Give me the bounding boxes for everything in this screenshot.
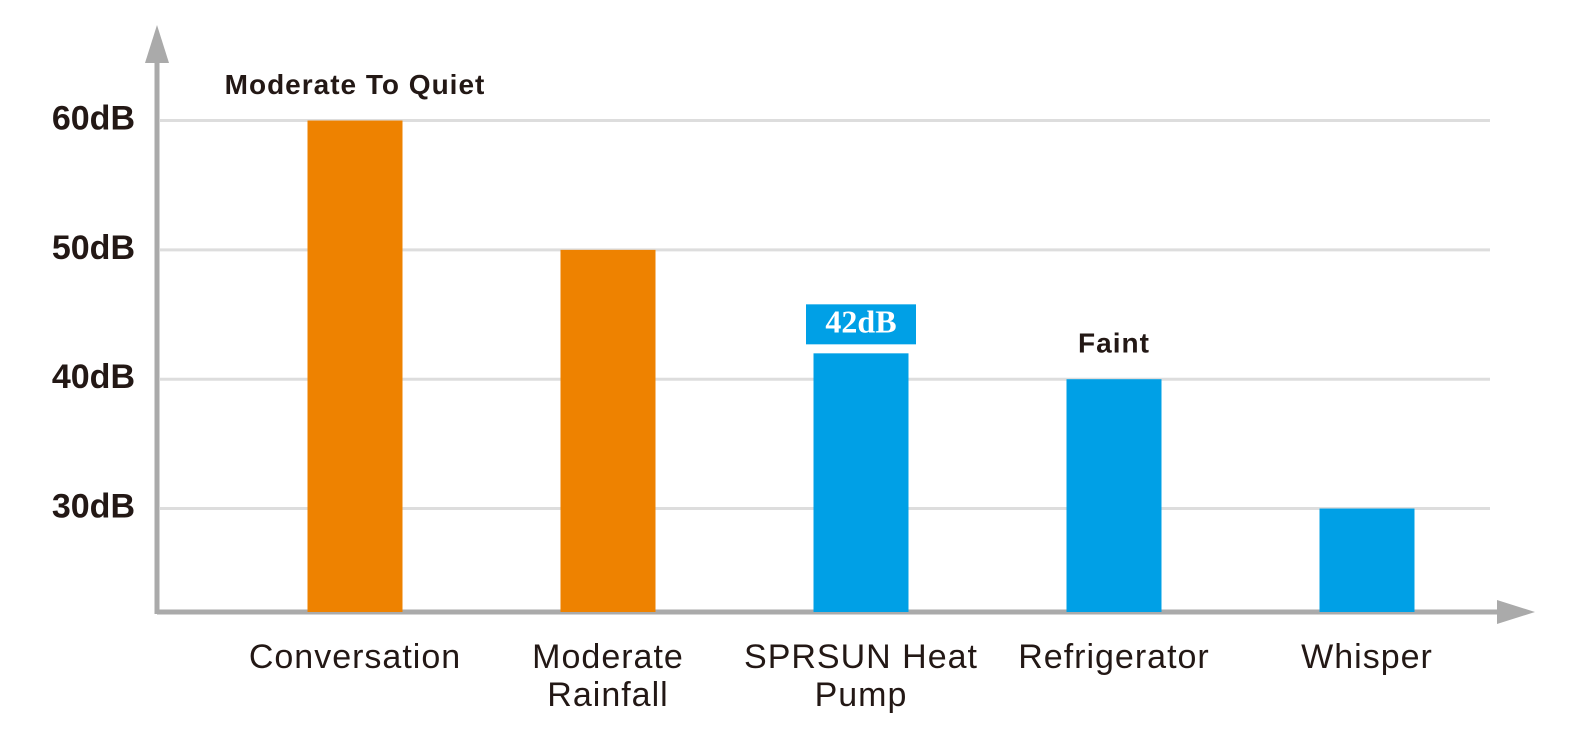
y-tick-label: 40dB: [52, 358, 135, 396]
x-tick-label: Conversation: [248, 638, 462, 676]
x-tick-label: SPRSUN Heat Pump: [744, 638, 978, 714]
bar: [560, 249, 656, 612]
value-label-box: [806, 304, 916, 345]
value-label: 42dB: [825, 304, 896, 340]
x-tick-label: Refrigerator: [1018, 638, 1210, 676]
annotation: Moderate To Quiet: [225, 69, 486, 100]
x-tick-label: Moderate Rainfall: [532, 638, 684, 714]
bar: [813, 353, 909, 612]
bar: [1066, 379, 1162, 612]
y-tick-label: 50dB: [52, 229, 135, 267]
y-axis-arrow: [145, 25, 169, 63]
annotation: Faint: [1078, 328, 1150, 359]
bar: [307, 120, 403, 613]
bar: [1319, 508, 1415, 612]
x-axis-arrow: [1497, 600, 1535, 624]
y-tick-label: 30dB: [52, 488, 135, 526]
y-tick-label: 60dB: [52, 100, 135, 138]
x-tick-label: Whisper: [1301, 638, 1433, 676]
